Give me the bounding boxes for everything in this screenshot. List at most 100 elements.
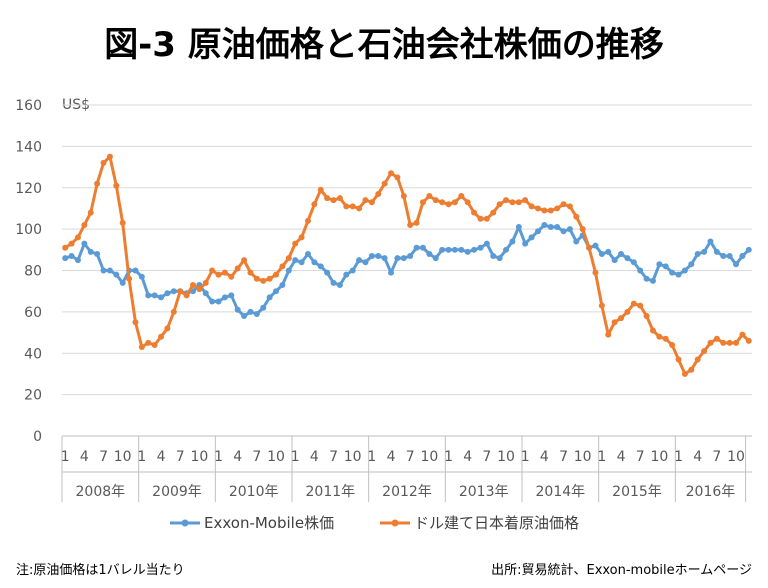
data-point xyxy=(458,246,465,253)
data-point xyxy=(119,219,126,226)
data-point xyxy=(221,294,228,301)
data-point xyxy=(713,248,720,255)
data-point xyxy=(496,201,503,208)
data-point xyxy=(739,253,746,260)
data-point xyxy=(745,246,752,253)
data-point xyxy=(426,193,433,200)
data-point xyxy=(681,267,688,274)
data-point xyxy=(649,327,656,334)
data-point xyxy=(260,304,267,311)
data-point xyxy=(158,333,165,340)
data-point xyxy=(62,244,69,251)
data-point xyxy=(170,308,177,315)
data-point xyxy=(260,277,267,284)
data-point xyxy=(151,292,158,299)
data-point xyxy=(375,253,382,260)
data-point xyxy=(324,195,331,202)
data-point xyxy=(426,250,433,257)
data-point xyxy=(375,190,382,197)
x-month-label: 7 xyxy=(712,449,721,465)
data-point xyxy=(694,250,701,257)
data-point xyxy=(522,240,529,247)
data-point xyxy=(579,226,586,233)
data-point xyxy=(158,294,165,301)
x-month-label: 10 xyxy=(190,449,208,465)
data-point xyxy=(733,261,740,268)
data-point xyxy=(541,207,548,214)
data-point xyxy=(407,253,414,260)
x-month-label: 1 xyxy=(137,449,146,465)
x-year-label: 2008年 xyxy=(76,484,126,500)
data-point xyxy=(285,255,292,262)
legend-swatch-marker xyxy=(181,519,189,527)
data-point xyxy=(138,344,145,351)
data-point xyxy=(554,205,561,212)
y-tick-label: 40 xyxy=(24,346,42,362)
data-point xyxy=(356,205,363,212)
data-point xyxy=(701,348,708,355)
x-month-label: 10 xyxy=(344,449,362,465)
data-point xyxy=(439,246,446,253)
data-point xyxy=(132,267,139,274)
x-year-label: 2011年 xyxy=(306,484,356,500)
data-point xyxy=(292,240,299,247)
data-point xyxy=(183,292,190,299)
data-point xyxy=(554,224,561,231)
x-year-label: 2013年 xyxy=(459,484,509,500)
x-year-label: 2009年 xyxy=(152,484,202,500)
data-point xyxy=(368,253,375,260)
gridlines xyxy=(62,104,752,437)
data-point xyxy=(304,217,311,224)
data-point xyxy=(381,180,388,187)
data-point xyxy=(330,279,337,286)
y-tick-label: 60 xyxy=(24,305,42,321)
y-tick-label: 20 xyxy=(24,388,42,404)
data-point xyxy=(624,255,631,262)
x-month-label: 1 xyxy=(521,449,530,465)
data-point xyxy=(215,298,222,305)
y-tick-label: 0 xyxy=(33,429,42,445)
data-point xyxy=(311,259,318,266)
data-point xyxy=(362,197,369,204)
x-month-label: 7 xyxy=(176,449,185,465)
data-point xyxy=(586,244,593,251)
data-point xyxy=(343,271,350,278)
data-point xyxy=(247,269,254,276)
x-month-label: 10 xyxy=(650,449,668,465)
x-year-label: 2014年 xyxy=(536,484,586,500)
data-point xyxy=(100,267,107,274)
data-point xyxy=(637,302,644,309)
data-point xyxy=(419,199,426,206)
data-point xyxy=(247,308,254,315)
data-point xyxy=(534,205,541,212)
data-point xyxy=(349,203,356,210)
data-point xyxy=(662,263,669,270)
data-point xyxy=(228,292,235,299)
x-month-label: 7 xyxy=(329,449,338,465)
x-year-label: 2010年 xyxy=(229,484,279,500)
x-year-label: 2016年 xyxy=(686,484,736,500)
footnote-right: 出所:貿易統計、Exxon-mobileホームページ xyxy=(491,562,752,578)
data-point xyxy=(688,261,695,268)
data-point xyxy=(669,341,676,348)
data-point xyxy=(733,339,740,346)
data-point xyxy=(138,273,145,280)
data-point xyxy=(279,263,286,270)
data-point xyxy=(196,286,203,293)
data-point xyxy=(637,267,644,274)
data-point xyxy=(669,269,676,276)
data-point xyxy=(618,315,625,322)
data-point xyxy=(400,193,407,200)
data-point xyxy=(241,313,248,320)
data-point xyxy=(87,248,94,255)
data-point xyxy=(515,199,522,206)
data-point xyxy=(675,271,682,278)
data-point xyxy=(471,246,478,253)
x-month-label: 7 xyxy=(99,449,108,465)
data-point xyxy=(273,271,280,278)
x-month-label: 4 xyxy=(387,449,396,465)
data-point xyxy=(413,219,420,226)
data-point xyxy=(94,180,101,187)
data-point xyxy=(662,335,669,342)
x-month-label: 4 xyxy=(80,449,89,465)
